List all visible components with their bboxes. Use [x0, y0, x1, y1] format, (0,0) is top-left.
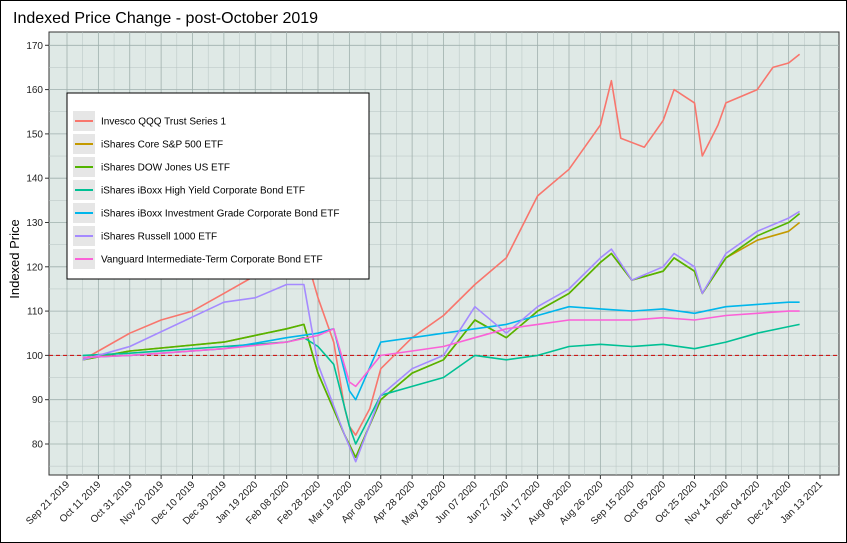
legend-box: [66, 92, 370, 280]
y-tick-label: 120: [26, 262, 43, 273]
y-tick-label: 90: [32, 395, 44, 406]
series-line: [82, 310, 800, 388]
y-tick-label: 80: [32, 439, 44, 450]
legend-label: iShares Russell 1000 ETF: [101, 232, 217, 243]
y-tick-label: 160: [26, 85, 43, 96]
y-tick-label: 130: [26, 218, 43, 229]
y-tick-label: 140: [26, 174, 43, 185]
y-tick-label: 110: [27, 307, 43, 318]
y-axis-label: Indexed Price: [7, 219, 22, 299]
legend-label: iShares Core S&P 500 ETF: [101, 140, 223, 151]
legend: Invesco QQQ Trust Series 1 iShares Core S…: [66, 92, 370, 280]
legend-label: iShares iBoxx Investment Grade Corporate…: [101, 209, 339, 220]
y-tick-label: 170: [26, 41, 43, 52]
legend-label: iShares iBoxx High Yield Corporate Bond …: [101, 186, 305, 197]
series-line: [82, 301, 800, 401]
legend-label: Invesco QQQ Trust Series 1: [101, 117, 226, 128]
y-tick-label: 100: [26, 351, 43, 362]
series-line: [82, 210, 801, 463]
legend-label: Vanguard Intermediate-Term Corporate Bon…: [101, 255, 323, 266]
y-tick-label: 150: [26, 129, 43, 140]
legend-label: iShares DOW Jones US ETF: [101, 163, 230, 174]
chart-title: Indexed Price Change - post-October 2019: [13, 10, 318, 27]
